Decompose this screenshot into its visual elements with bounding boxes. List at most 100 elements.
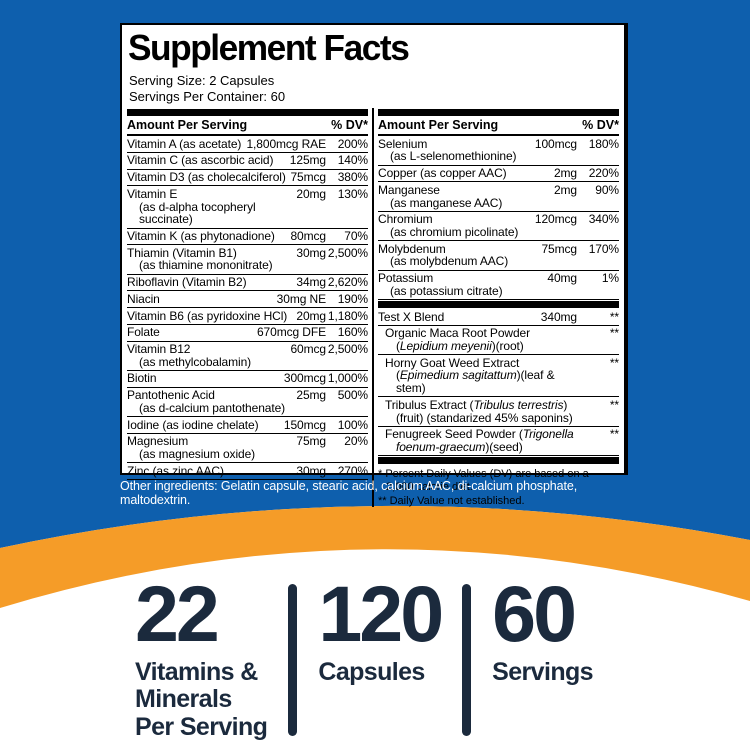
row-dv: ** [609, 309, 619, 324]
table-row: Potassium (as potassium citrate) 40mg 1% [378, 271, 619, 301]
row-dv: 70% [344, 229, 368, 243]
row-name: Manganese (as manganese AAC) [378, 183, 551, 209]
row-amount: 100mcg [534, 136, 577, 151]
row-name: Vitamin E (as d-alpha tocopheryl succinat… [127, 187, 293, 226]
stat-servings: 60 Servings [492, 574, 593, 741]
blend-name-species: Epimedium sagitattum [399, 368, 517, 383]
row-dv: 140% [337, 153, 368, 168]
stat-capsules: 120 Capsules [318, 574, 444, 741]
row-dv: 170% [588, 241, 619, 256]
nutrient-name: Molybdenum [378, 241, 446, 256]
header-amount-label: Amount Per Serving [127, 118, 248, 133]
row-name: Test X Blend [378, 309, 445, 324]
nutrient-subname: (as methylcobalamin) [139, 354, 252, 369]
table-row: Vitamin C (as ascorbic acid) 125mg 140% [127, 153, 368, 170]
blend-name-species: Lepidium meyenii [399, 339, 492, 354]
row-name: Vitamin B12 (as methylcobalamin) [127, 343, 287, 368]
nutrient-name: Copper (as copper AAC) [378, 166, 507, 181]
row-dv: 1,180% [327, 308, 368, 323]
stat-label: Vitamins & Minerals Per Serving [135, 657, 268, 741]
table-row: Thiamin (Vitamin B1) (as thiamine mononit… [127, 245, 368, 275]
row-amount: 34mg [296, 275, 326, 290]
table-row: Vitamin B6 (as pyridoxine HCl) 20mg 1,180% [127, 308, 368, 325]
blend-name-species: Tribulus terrestris [473, 397, 564, 412]
thick-divider [378, 109, 619, 117]
row-dv: 380% [337, 170, 368, 185]
nutrient-name: Chromium [378, 212, 433, 227]
right-rows: Selenium (as L-selenomethionine) 100mcg 180… [378, 136, 619, 301]
column-divider [372, 108, 374, 508]
nutrient-name: Niacin [127, 291, 160, 306]
row-amount: 20mg [296, 186, 326, 201]
table-row: Vitamin D3 (as cholecalciferol) 75mcg 380% [127, 170, 368, 187]
nutrient-name: Vitamin C (as ascorbic acid) [127, 153, 274, 168]
blend-item-row: Fenugreek Seed Powder (Trigonella foenum… [378, 427, 619, 457]
stat-label: Servings [492, 657, 593, 686]
row-amount: 150mcg [283, 417, 326, 432]
nutrient-subname: (as d-calcium pantothenate) [139, 400, 286, 415]
row-dv: 500% [337, 388, 368, 403]
row-name: Thiamin (Vitamin B1) (as thiamine mononit… [127, 246, 293, 272]
table-row: Vitamin K (as phytonadione) 80mcg 70% [127, 229, 368, 246]
row-dv: 1,000% [327, 371, 368, 386]
row-dv: 2,620% [327, 275, 368, 290]
row-dv: 220% [588, 166, 619, 181]
blend-name-post: )(seed) [485, 440, 523, 455]
nutrient-subname: (as magnesium oxide) [139, 447, 256, 462]
row-dv: 2,500% [327, 245, 368, 260]
nutrient-subname: (as potassium citrate) [390, 283, 503, 298]
table-row: Magnesium (as magnesium oxide) 75mg 20% [127, 434, 368, 464]
stat-divider [288, 584, 298, 736]
table-row: Biotin 300mcg 1,000% [127, 371, 368, 388]
row-dv: 200% [337, 136, 368, 151]
blend-name-post: )(root) [491, 339, 524, 354]
left-rows: Vitamin A (as acetate) 1,800mcg RAE 200% Vi… [127, 136, 368, 480]
nutrient-name: Selenium [378, 136, 428, 151]
row-name: Organic Maca Root Powder (Lepidium meyen… [378, 327, 577, 352]
nutrient-name: Pantothenic Acid [127, 388, 215, 403]
row-name: Copper (as copper AAC) [378, 167, 551, 180]
row-name: Vitamin D3 (as cholecalciferol) [127, 171, 287, 184]
table-row: Zinc (as zinc AAC) 30mg 270% [127, 463, 368, 480]
table-row: Pantothenic Acid (as d-calcium pantothena… [127, 388, 368, 418]
row-amount: 30mg [296, 245, 326, 260]
table-row: Riboflavin (Vitamin B2) 34mg 2,620% [127, 275, 368, 292]
nutrient-name: Iodine (as iodine chelate) [127, 417, 259, 432]
row-dv: 130% [337, 186, 368, 201]
row-dv: 90% [595, 182, 619, 197]
blend-item-row: Organic Maca Root Powder (Lepidium meyen… [378, 326, 619, 356]
row-amount: 1,800mcg RAE [246, 136, 326, 151]
row-name: Riboflavin (Vitamin B2) [127, 276, 293, 289]
nutrient-name: Vitamin K (as phytonadione) [127, 229, 275, 243]
nutrient-subname: (as molybdenum AAC) [390, 254, 509, 269]
row-amount: 25mg [296, 388, 326, 403]
row-name: Zinc (as zinc AAC) [127, 464, 293, 478]
nutrient-name: Biotin [127, 371, 157, 386]
row-name: Biotin [127, 372, 281, 385]
row-name: Vitamin A (as acetate) [127, 137, 243, 151]
table-row: Selenium (as L-selenomethionine) 100mcg 180… [378, 136, 619, 166]
row-amount: 75mg [296, 434, 326, 449]
nutrient-name: Riboflavin (Vitamin B2) [127, 275, 247, 290]
row-dv: 190% [337, 291, 368, 306]
footnotes: * Percent Daily Values (DV) are based on… [378, 465, 619, 507]
stat-divider [462, 584, 472, 736]
supplement-facts-panel: Supplement Facts Serving Size: 2 Capsule… [120, 23, 628, 508]
blend-name-post: )(leaf & stem) [396, 368, 555, 396]
row-amount: 340mg [540, 309, 577, 324]
row-amount: 125mg [289, 153, 326, 168]
row-name: Tribulus Extract (Tribulus terrestris)(f… [378, 399, 577, 424]
row-dv: ** [609, 326, 619, 341]
table-row: Niacin 30mg NE 190% [127, 291, 368, 309]
row-amount: 300mcg [283, 371, 326, 386]
table-row: Manganese (as manganese AAC) 2mg 90% [378, 182, 619, 212]
stats-bar: 22 Vitamins & Minerals Per Serving 120 C… [0, 574, 750, 741]
row-name: Potassium (as potassium citrate) [378, 272, 544, 297]
row-name: Fenugreek Seed Powder (Trigonella foenum… [378, 428, 577, 453]
row-dv: 100% [337, 417, 368, 432]
row-name: Chromium (as chromium picolinate) [378, 213, 532, 238]
blend-name-post: )(fruit) (standarized 45% saponins) [396, 397, 573, 425]
orange-swoosh [0, 505, 750, 608]
nutrient-name: Vitamin B6 (as pyridoxine HCl) [127, 308, 288, 323]
